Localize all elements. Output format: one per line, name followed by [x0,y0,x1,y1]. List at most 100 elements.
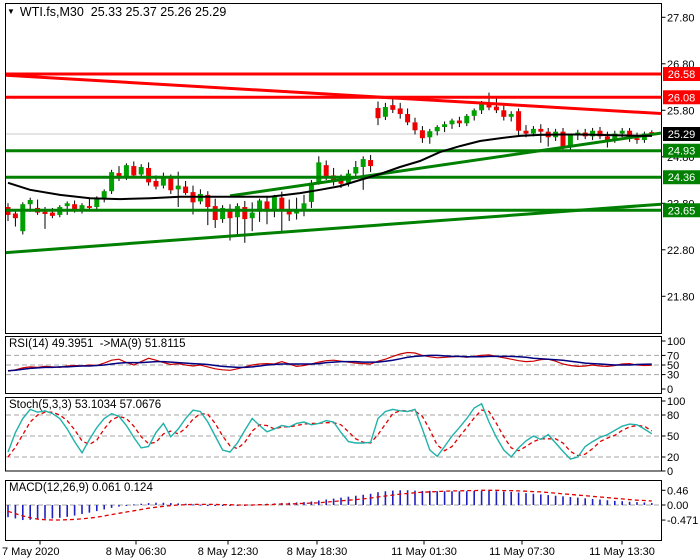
time-axis-label: 8 May 12:30 [198,546,259,558]
macd-histogram-bar [310,501,313,505]
macd-histogram-bar [140,503,142,505]
macd-histogram-bar [14,505,17,519]
candle-body [249,212,255,219]
candle-body [471,110,477,116]
candle-body [516,111,522,131]
symbol-dropdown-icon[interactable]: ▼ [7,7,15,16]
macd-histogram-bar [184,503,187,505]
macd-histogram-bar [303,502,305,505]
price-tick-label: 25.80 [667,105,695,117]
macd-histogram-bar [22,505,24,521]
candle-body [160,177,166,186]
macd-histogram-bar [44,505,46,519]
macd-histogram-bar [229,505,231,506]
ma-line [7,133,652,201]
macd-histogram-bar [133,504,135,506]
trendline[interactable] [0,73,661,116]
macd-histogram-bar [414,490,416,505]
time-axis-label: 11 May 13:30 [589,546,655,558]
macd-histogram-bar [36,505,39,520]
price-axis[interactable] [662,0,700,540]
candle-body [279,197,285,211]
macd-histogram-bar [488,490,490,505]
candle-body [530,128,536,134]
candle-body [442,124,448,128]
time-axis-label: 8 May 18:30 [287,546,348,558]
price-badge [663,90,700,105]
candle-body [316,162,322,182]
time-axis[interactable] [0,541,700,560]
macd-histogram-bar [207,505,209,506]
chart-title: ▼ WTI.fs,M30 25.33 25.37 25.26 25.29 [7,5,226,19]
rsi-pane[interactable] [5,336,662,394]
macd-histogram-bar [318,500,320,505]
indicator-axis-label: 80 [667,410,679,422]
indicator-axis-label: 100 [667,336,685,348]
indicator-axis-label: 100 [667,396,685,408]
price-badge-label: 26.58 [668,69,696,81]
macd-pane[interactable] [5,480,662,541]
candle-body [220,207,226,220]
candle-body [264,201,270,212]
trendline[interactable] [0,202,661,255]
candle-body [360,159,366,168]
candle-body [464,115,470,124]
macd-histogram-bar [554,495,557,505]
price-tick-label: 22.80 [667,245,695,257]
price-badge [663,203,700,218]
candle-body [353,167,359,174]
price-badge [663,127,700,141]
macd-indicator-label: MACD(12,26,9) 0.061 0.124 [9,482,153,494]
macd-histogram-bar [347,496,350,505]
candle-body [627,130,633,139]
price-tick-label: 27.80 [667,12,695,24]
macd-histogram-bar [525,493,527,505]
candle-body [301,203,307,209]
candle-body [597,130,603,137]
macd-histogram-bar [458,491,461,505]
candle-body [72,204,78,211]
macd-signal-line [7,489,652,521]
candle-body [375,107,381,119]
chart-title-text: WTI.fs,M30 25.33 25.37 25.26 25.29 [19,5,227,19]
time-axis-label: 7 May 2020 [2,546,59,558]
candle-body [168,178,174,191]
macd-histogram-bar [606,500,609,505]
indicator-axis-label: 20 [667,452,679,464]
indicator-axis-label: 0 [667,384,673,396]
price-badge-label: 25.29 [668,129,696,141]
candle-body [79,205,85,210]
macd-histogram-bar [162,502,165,505]
macd-histogram-bar [362,494,364,505]
stoch-pane[interactable] [5,397,662,471]
macd-histogram-bar [532,493,535,505]
candle-body [619,130,625,134]
candle-body [242,207,248,220]
candle-body [493,106,499,111]
macd-histogram-bar [170,503,172,505]
macd-histogram-bar [340,497,342,505]
candle-body [175,185,181,190]
macd-histogram-bar [569,497,572,505]
candle-body [538,128,544,132]
macd-histogram-bar [103,505,105,510]
macd-histogram-bar [443,491,446,505]
time-axis-label: 8 May 06:30 [106,546,167,558]
trendline[interactable] [229,131,661,198]
candle-body [227,208,233,219]
macd-histogram-bar [369,493,372,505]
price-badge [663,170,700,185]
candle-body [434,127,440,132]
macd-histogram-bar [421,490,424,505]
indicator-axis-label: 0.46 [667,485,688,497]
candle-body [271,196,277,211]
macd-histogram-bar [66,505,68,517]
candle-body [634,138,640,141]
main-price-pane[interactable] [0,72,662,255]
stoch-main-line [7,402,653,460]
macd-histogram-bar [406,490,409,505]
macd-histogram-bar [177,503,179,505]
macd-histogram-bar [29,505,31,520]
